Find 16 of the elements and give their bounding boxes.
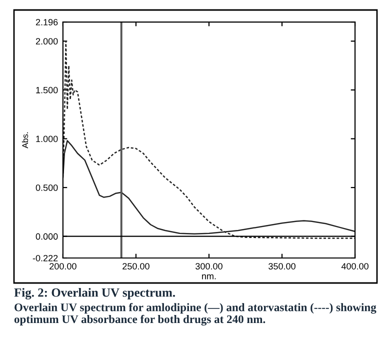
x-tick-label: 350.00: [268, 263, 296, 270]
y-tick-label: 0.500: [36, 184, 58, 191]
text: Fig. 2: Overlain UV spectrum.: [14, 288, 176, 300]
x-tick-label: 400.00: [341, 263, 368, 270]
y-tick-label: 1.000: [36, 136, 58, 142]
x-tick-label: 250.00: [122, 263, 150, 270]
y-tick-label: -0.222: [32, 254, 58, 262]
text: Overlain UV spectrum for amlodipine (—) and atorvastatin (----) showing optimum UV absorbance for both drugs at 240 nm.: [14, 303, 376, 326]
x-axis-title: nm.: [202, 274, 216, 280]
x-tick-label: 300.00: [196, 263, 222, 270]
x-tick-label: 200.00: [50, 263, 76, 270]
y-tick-label: 0.000: [36, 233, 58, 240]
y-tick-label: 2.196: [36, 18, 58, 26]
y-axis-title: Abs.: [22, 132, 28, 148]
y-tick-label: 2.000: [36, 38, 58, 45]
y-tick-label: 1.500: [36, 86, 58, 94]
